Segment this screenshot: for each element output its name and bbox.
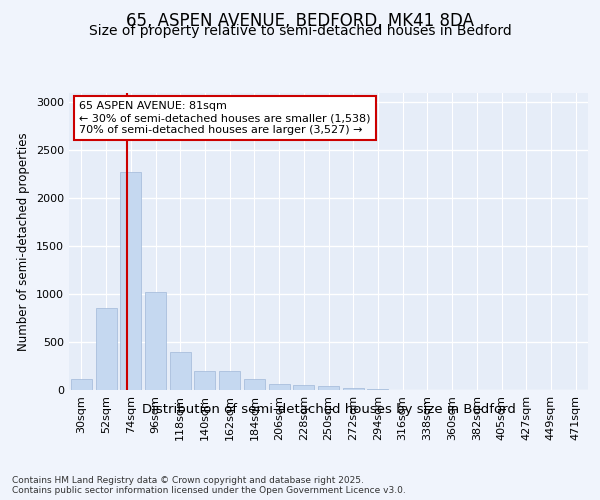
Bar	[293, 384, 314, 390]
Text: 65, ASPEN AVENUE, BEDFORD, MK41 8DA: 65, ASPEN AVENUE, BEDFORD, MK41 8DA	[126, 12, 474, 30]
Bar	[318, 386, 339, 390]
Bar	[244, 380, 265, 390]
Bar	[367, 389, 388, 390]
Bar	[95, 308, 116, 390]
Bar	[269, 384, 290, 390]
Text: Contains HM Land Registry data © Crown copyright and database right 2025.
Contai: Contains HM Land Registry data © Crown c…	[12, 476, 406, 495]
Text: 65 ASPEN AVENUE: 81sqm
← 30% of semi-detached houses are smaller (1,538)
70% of : 65 ASPEN AVENUE: 81sqm ← 30% of semi-det…	[79, 102, 371, 134]
Bar	[145, 292, 166, 390]
Bar	[120, 172, 141, 390]
Bar	[219, 371, 240, 390]
Bar	[343, 388, 364, 390]
Bar	[194, 371, 215, 390]
Text: Size of property relative to semi-detached houses in Bedford: Size of property relative to semi-detach…	[89, 24, 511, 38]
Y-axis label: Number of semi-detached properties: Number of semi-detached properties	[17, 132, 31, 350]
Bar	[71, 380, 92, 390]
Text: Distribution of semi-detached houses by size in Bedford: Distribution of semi-detached houses by …	[142, 402, 516, 415]
Bar	[170, 352, 191, 390]
